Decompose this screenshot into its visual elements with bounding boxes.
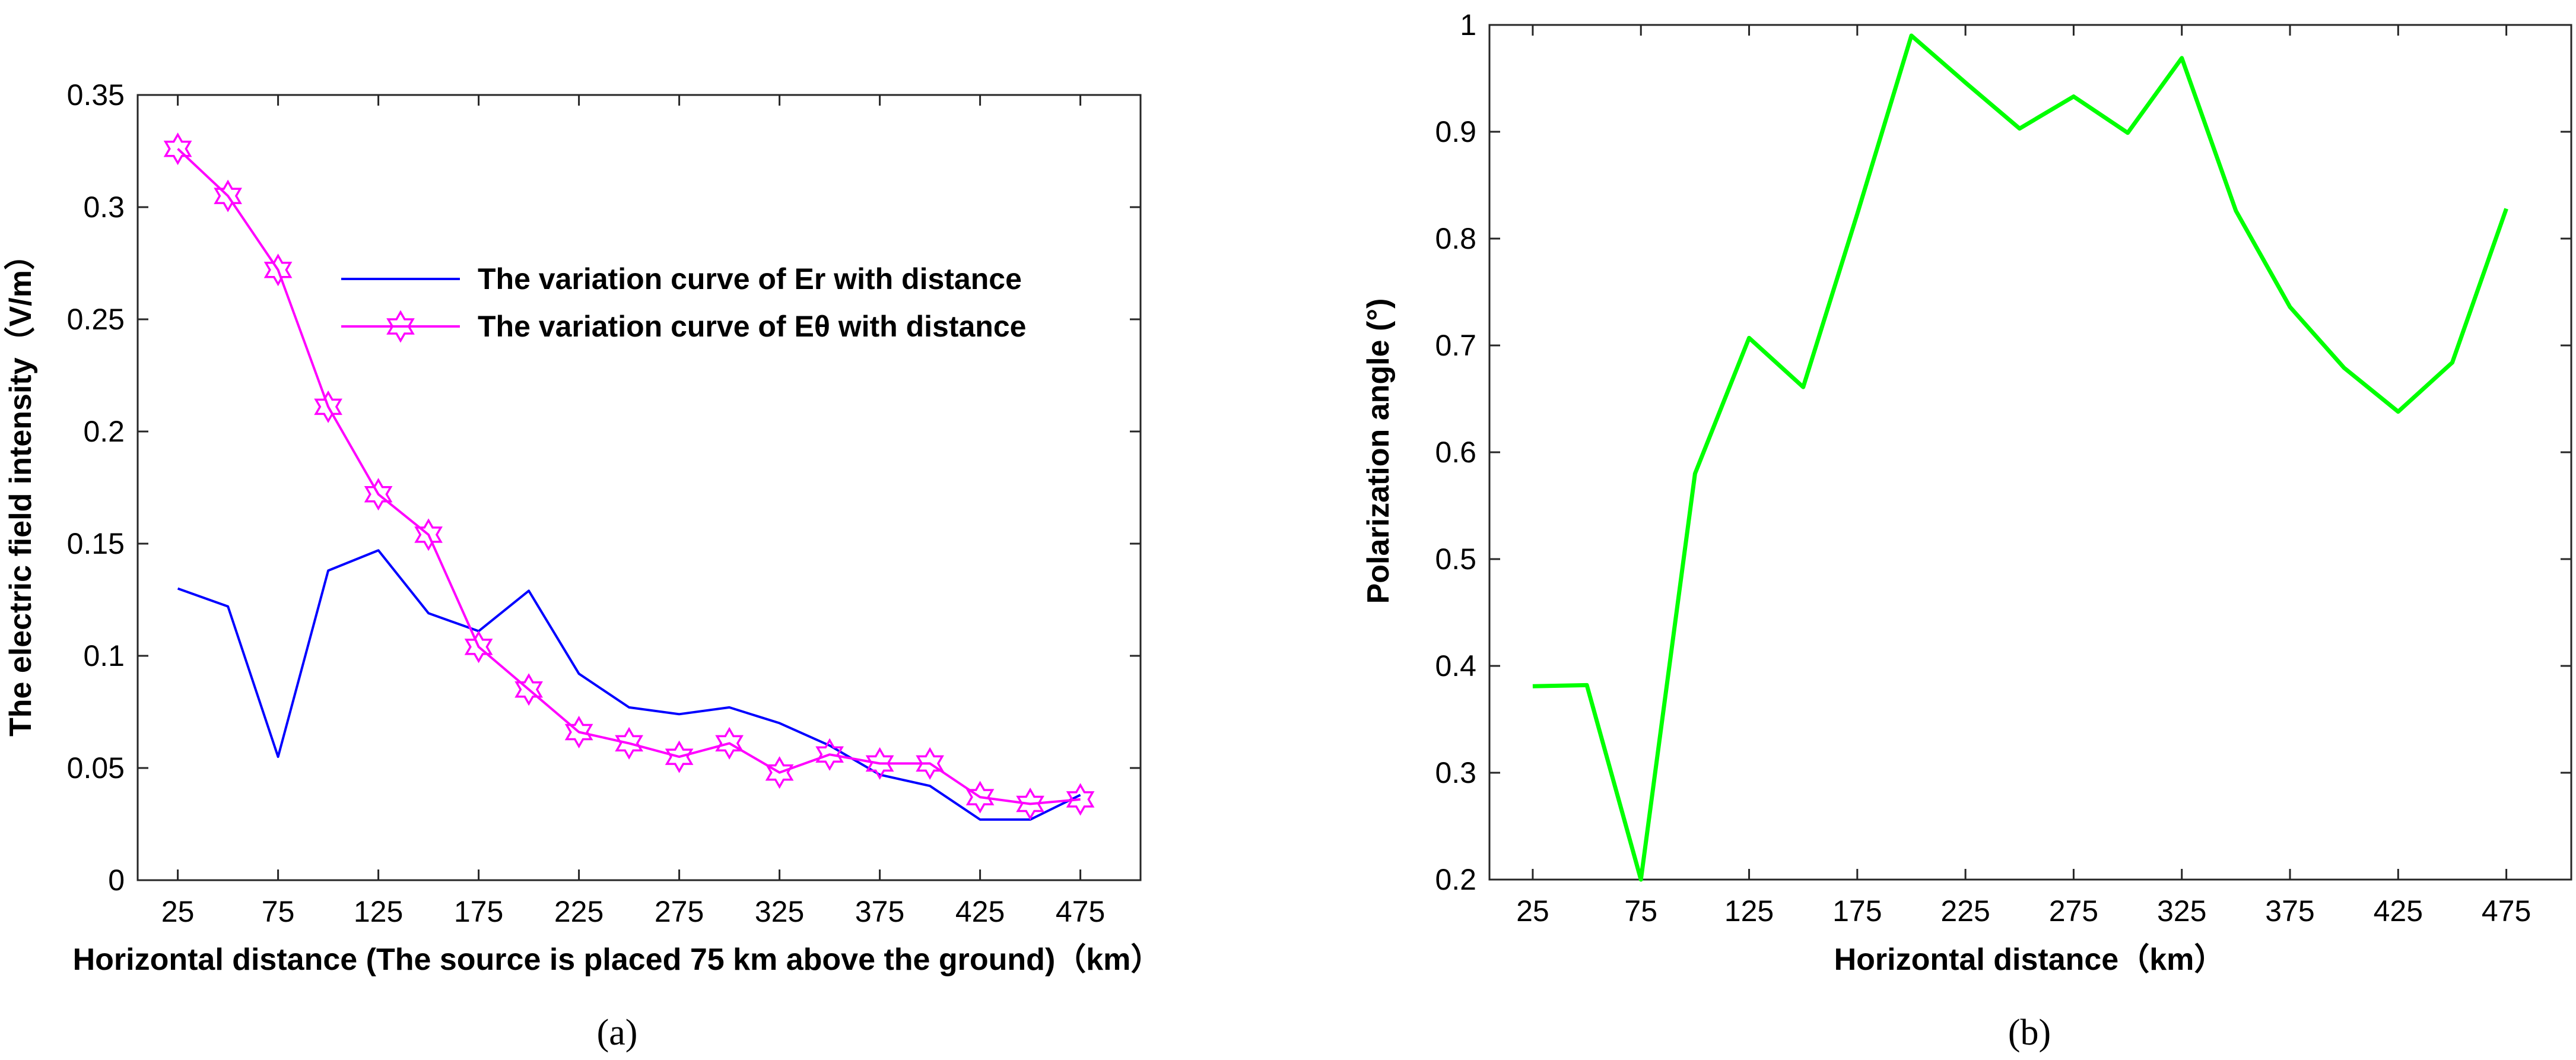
- panel-b-ticks: 25 75 125 175 225 275 325 375 425 475 0.2 0.3 0.4 0.5…: [1435, 8, 2571, 928]
- x-tick-label: 25: [1516, 894, 1549, 928]
- panel-a-label: (a): [597, 1013, 638, 1053]
- y-tick-label: 0.3: [83, 191, 125, 224]
- y-tick-label: 0.9: [1435, 115, 1476, 148]
- data-point-marker: [615, 726, 643, 760]
- data-point-marker: [1066, 783, 1095, 816]
- x-tick-label: 175: [454, 895, 503, 928]
- x-tick-label: 125: [354, 895, 403, 928]
- y-tick-label: 0.8: [1435, 222, 1476, 255]
- y-tick-label: 0.4: [1435, 649, 1476, 683]
- x-tick-label: 125: [1724, 894, 1774, 928]
- panel-b-polarization-chart: 25 75 125 175 225 275 325 375 425 475 0.2 0.3 0.4 0.5…: [1361, 8, 2572, 1053]
- data-point-marker: [815, 738, 844, 771]
- series-line-1: [177, 148, 1081, 805]
- y-tick-label: 0.25: [67, 303, 125, 336]
- data-point-marker: [665, 740, 694, 773]
- panel-b-label: (b): [2008, 1013, 2051, 1053]
- x-tick-label: 275: [2049, 894, 2098, 928]
- x-tick-label: 225: [554, 895, 603, 928]
- legend-entry-1: The variation curve of Eθ with distance: [478, 310, 1026, 343]
- data-point-marker: [464, 630, 493, 664]
- panel-a-series: [163, 132, 1095, 821]
- x-tick-label: 225: [1940, 894, 1990, 928]
- y-tick-label: 0.35: [67, 78, 125, 112]
- y-tick-label: 0: [108, 864, 125, 897]
- data-point-marker: [965, 780, 995, 814]
- x-tick-label: 325: [755, 895, 804, 928]
- y-tick-label: 1: [1460, 8, 1476, 42]
- x-tick-label: 425: [955, 895, 1005, 928]
- data-point-marker: [263, 253, 293, 287]
- legend-entry-0: The variation curve of Er with distance: [478, 262, 1022, 296]
- legend-marker-sample: [386, 310, 415, 343]
- panel-a-legend: The variation curve of Er with distance T…: [341, 262, 1026, 343]
- data-point-marker: [364, 478, 393, 511]
- panel-b-x-axis-label: Horizontal distance（km）: [1834, 942, 2225, 977]
- x-tick-label: 425: [2374, 894, 2423, 928]
- data-point-marker: [1016, 787, 1044, 821]
- y-tick-label: 0.2: [83, 415, 125, 448]
- panel-a-electric-field-chart: 25 75 125 175 225 275 325 375 425 475 0 0.05 0.1 0.15…: [4, 78, 1161, 1053]
- x-tick-label: 475: [1056, 895, 1105, 928]
- y-tick-label: 0.5: [1435, 542, 1476, 576]
- panel-a-ticks: 25 75 125 175 225 275 325 375 425 475 0 0.05 0.1 0.15…: [67, 78, 1141, 928]
- data-point-marker: [564, 715, 593, 749]
- data-point-marker: [414, 518, 443, 551]
- data-point-marker: [715, 726, 744, 760]
- series-line-0: [1532, 33, 2508, 882]
- series-line-0: [177, 549, 1081, 821]
- data-point-marker: [865, 747, 894, 780]
- panel-b-plot-frame: [1488, 24, 2572, 881]
- data-point-marker: [514, 673, 543, 706]
- x-tick-label: 475: [2482, 894, 2531, 928]
- x-tick-label: 25: [161, 895, 195, 928]
- y-tick-label: 0.6: [1435, 436, 1476, 469]
- x-tick-label: 75: [262, 895, 295, 928]
- x-tick-label: 75: [1624, 894, 1657, 928]
- panel-a-x-axis-label: Horizontal distance (The source is place…: [73, 942, 1162, 977]
- x-tick-label: 175: [1832, 894, 1882, 928]
- y-tick-label: 0.3: [1435, 756, 1476, 789]
- panel-b-y-axis-label: Polarization angle (°): [1361, 299, 1396, 604]
- y-tick-label: 0.15: [67, 527, 125, 560]
- panel-b-series: [1532, 33, 2508, 882]
- panel-a-y-axis-label: The electric field intensity（V/m）: [4, 239, 38, 737]
- data-point-marker: [214, 179, 242, 212]
- y-tick-label: 0.1: [83, 639, 125, 672]
- x-tick-label: 375: [855, 895, 904, 928]
- data-point-marker: [163, 132, 192, 166]
- data-point-marker: [314, 390, 342, 423]
- x-tick-label: 275: [655, 895, 704, 928]
- data-point-marker: [916, 747, 944, 780]
- y-tick-label: 0.2: [1435, 863, 1476, 896]
- data-point-marker: [765, 756, 794, 789]
- y-tick-label: 0.05: [67, 751, 125, 785]
- y-tick-label: 0.7: [1435, 329, 1476, 362]
- panel-a-plot-frame: [136, 94, 1142, 881]
- x-tick-label: 325: [2157, 894, 2206, 928]
- x-tick-label: 375: [2265, 894, 2314, 928]
